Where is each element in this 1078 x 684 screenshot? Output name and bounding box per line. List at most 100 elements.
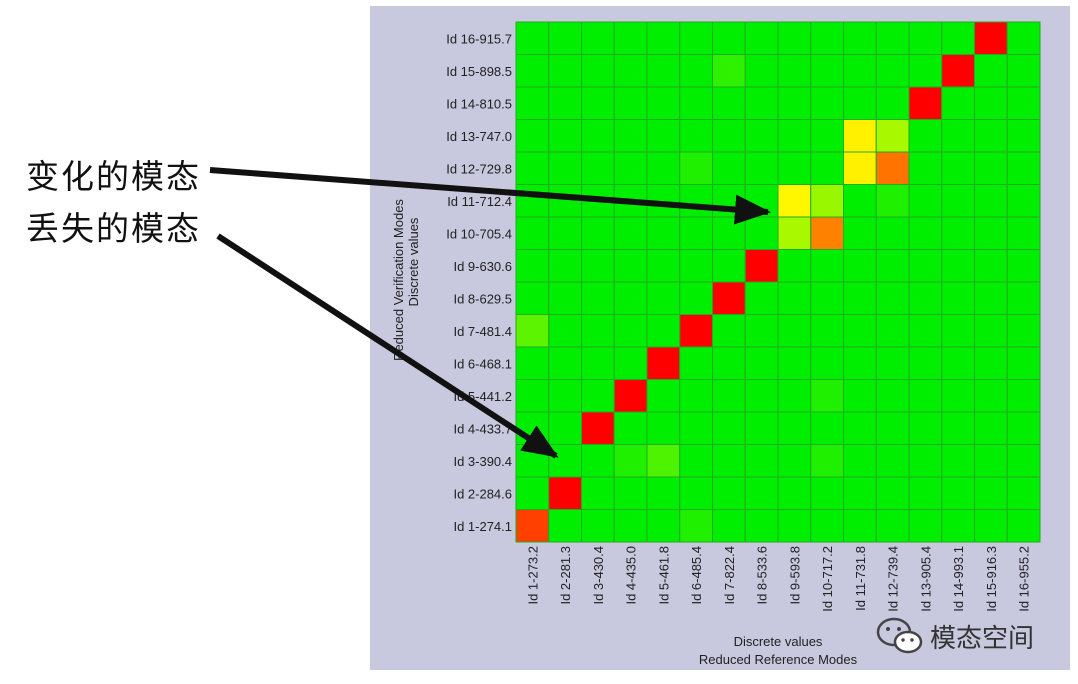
heatmap-cell [515,281,550,315]
x-tick-label: Id 9-593.8 [787,546,802,605]
heatmap-cell [941,509,975,543]
heatmap-cell [777,476,812,510]
heatmap-cell [810,281,844,315]
heatmap-cell [712,444,746,478]
y-tick-label: Id 3-390.4 [453,454,512,469]
heatmap-cell [810,411,844,445]
heatmap-cell [810,476,844,510]
heatmap-cell [744,314,779,348]
y-tick-label: Id 13-747.0 [446,129,512,144]
x-tick-label: Id 14-993.1 [951,546,966,612]
heatmap-cell [908,119,943,153]
heatmap-cell [974,379,1008,413]
heatmap-cell [941,411,975,445]
heatmap-cell [810,379,844,413]
x-tick-label: Id 6-485.4 [689,546,704,605]
heatmap-cell [679,476,713,510]
heatmap-cell [777,509,812,543]
heatmap-cell [646,216,681,250]
heatmap-cell [744,509,779,543]
heatmap-cell [581,216,615,250]
heatmap-cell [810,119,844,153]
heatmap-cell [974,509,1008,543]
y-axis-sublabel: Discrete values [406,217,421,306]
heatmap-cell [646,54,681,88]
heatmap-cell [679,21,713,55]
heatmap-cell [908,444,943,478]
heatmap-cell [744,444,779,478]
heatmap-cell [941,184,975,218]
x-tick-label: Id 1-273.2 [525,546,540,605]
heatmap-cell [777,411,812,445]
heatmap-cell [744,281,779,315]
y-tick-label: Id 8-629.5 [453,291,512,306]
heatmap-cell [843,184,877,218]
heatmap-cell [515,346,550,380]
heatmap-cell [1006,216,1041,250]
heatmap-cell [679,119,713,153]
heatmap-cell [712,509,746,543]
heatmap-cell [941,151,975,185]
heatmap-cell [974,444,1008,478]
heatmap-cell [908,476,943,510]
heatmap-cell [613,21,648,55]
heatmap-cell [712,346,746,380]
x-tick-label: Id 10-717.2 [820,546,835,612]
heatmap-cell [908,216,943,250]
y-axis-label: Reduced Verification Modes [391,199,406,361]
heatmap-cell [777,444,812,478]
heatmap-cell [646,509,681,543]
heatmap-cell [548,184,582,218]
heatmap-cell [712,86,746,120]
heatmap-cell [712,314,746,348]
heatmap-cell [974,216,1008,250]
heatmap-cell [646,444,681,478]
heatmap-cell [679,444,713,478]
heatmap-cell [581,314,615,348]
heatmap-cell [941,86,975,120]
heatmap-cell [1006,21,1041,55]
heatmap-cell [810,444,844,478]
heatmap-cell [974,151,1008,185]
heatmap-cell [548,411,582,445]
heatmap-cell [548,281,582,315]
y-tick-label: Id 1-274.1 [453,519,512,534]
heatmap-cell [646,379,681,413]
heatmap-cell [974,346,1008,380]
x-tick-label: Id 8-533.6 [755,546,770,605]
heatmap-cell [843,281,877,315]
heatmap-cell [1006,444,1041,478]
heatmap-cell [548,444,582,478]
heatmap-cell [515,184,550,218]
heatmap-cell [1006,119,1041,153]
heatmap-cell [613,249,648,283]
heatmap-cell [613,379,648,413]
heatmap-cell [515,119,550,153]
x-tick-label: Id 16-955.2 [1017,546,1032,612]
heatmap-cell [810,346,844,380]
heatmap-cell [1006,476,1041,510]
heatmap-cell [974,476,1008,510]
heatmap-cell [548,476,582,510]
heatmap-cell [613,444,648,478]
heatmap-cell [908,314,943,348]
heatmap-cell [875,509,910,543]
heatmap-cell [1006,281,1041,315]
heatmap-cell [941,346,975,380]
heatmap-cell [843,54,877,88]
heatmap-cell [941,281,975,315]
heatmap-cell [548,379,582,413]
heatmap-cell [646,314,681,348]
heatmap-cell [646,346,681,380]
heatmap-cell [875,444,910,478]
x-tick-label: Id 15-916.3 [984,546,999,612]
heatmap-cell [875,314,910,348]
heatmap-cell [646,151,681,185]
heatmap-cell [581,151,615,185]
heatmap-cell [613,509,648,543]
heatmap-cell [613,346,648,380]
heatmap-cell [843,216,877,250]
heatmap-cell [908,346,943,380]
heatmap-cell [941,216,975,250]
heatmap-cell [1006,379,1041,413]
